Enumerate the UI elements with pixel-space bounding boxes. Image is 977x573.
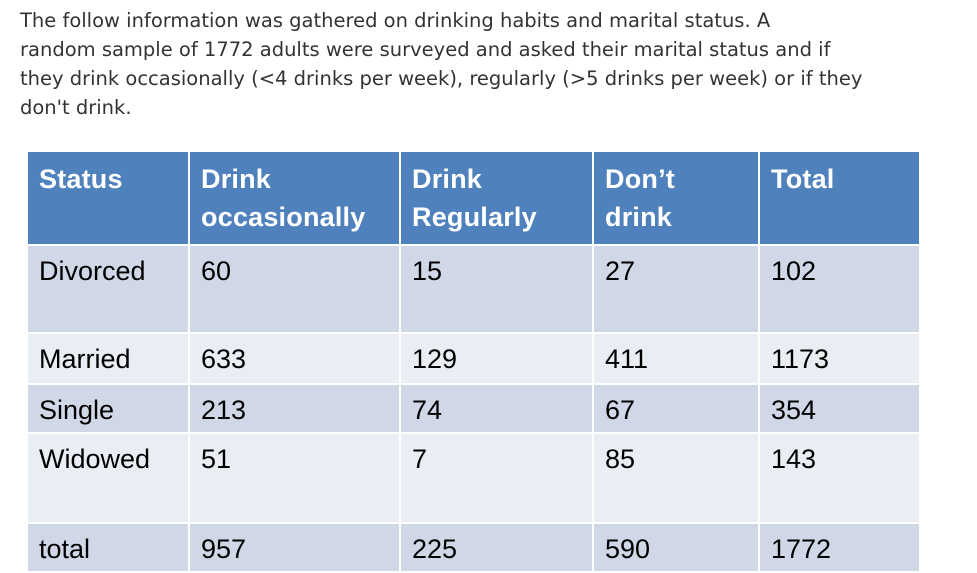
intro-line: don't drink.: [20, 96, 132, 119]
table-cell: 27: [592, 244, 760, 334]
header-text: Drink: [201, 164, 272, 194]
table-cell: 411: [592, 332, 760, 385]
table-cell: 67: [592, 383, 760, 434]
table-cell: 60: [188, 244, 401, 334]
intro-line: The follow information was gathered on d…: [20, 9, 771, 32]
table-cell: 590: [592, 522, 760, 573]
table-cell: 15: [399, 244, 594, 334]
table-cell: 354: [758, 383, 921, 434]
header-dont-drink: Don’t drink: [592, 150, 760, 246]
table-cell: Widowed: [26, 432, 190, 524]
table-cell: 7: [399, 432, 594, 524]
table-cell: 51: [188, 432, 401, 524]
header-text: drink: [605, 202, 673, 232]
table-cell: Single: [26, 383, 190, 434]
header-text: Don’t: [605, 164, 675, 194]
drinking-habits-table: Status Drink occasionally Drink Regularl…: [26, 150, 921, 573]
table-row: Widowed 51 7 85 143: [26, 432, 921, 524]
table-header-row: Status Drink occasionally Drink Regularl…: [26, 150, 921, 246]
table-cell: 1772: [758, 522, 921, 573]
table-cell: 633: [188, 332, 401, 385]
table-cell: Married: [26, 332, 190, 385]
table-cell: total: [26, 522, 190, 573]
table-row: Married 633 129 411 1173: [26, 332, 921, 385]
intro-line: they drink occasionally (<4 drinks per w…: [20, 67, 863, 90]
table-cell: Divorced: [26, 244, 190, 334]
header-status: Status: [26, 150, 190, 246]
table-row: Single 213 74 67 354: [26, 383, 921, 434]
table-cell: 85: [592, 432, 760, 524]
table-cell: 102: [758, 244, 921, 334]
header-drink-regularly: Drink Regularly: [399, 150, 594, 246]
table-row: Divorced 60 15 27 102: [26, 244, 921, 334]
header-text: Status: [39, 164, 123, 194]
table-row: total 957 225 590 1772: [26, 522, 921, 573]
header-text: occasionally: [201, 202, 366, 232]
table-cell: 213: [188, 383, 401, 434]
header-total: Total: [758, 150, 921, 246]
table-cell: 1173: [758, 332, 921, 385]
table-cell: 225: [399, 522, 594, 573]
header-text: Regularly: [412, 202, 537, 232]
header-text: Drink: [412, 164, 483, 194]
table-cell: 957: [188, 522, 401, 573]
table-cell: 143: [758, 432, 921, 524]
header-text: Total: [771, 164, 835, 194]
table-cell: 74: [399, 383, 594, 434]
table-cell: 129: [399, 332, 594, 385]
header-drink-occasionally: Drink occasionally: [188, 150, 401, 246]
intro-paragraph: The follow information was gathered on d…: [20, 6, 950, 122]
intro-line: random sample of 1772 adults were survey…: [20, 38, 831, 61]
